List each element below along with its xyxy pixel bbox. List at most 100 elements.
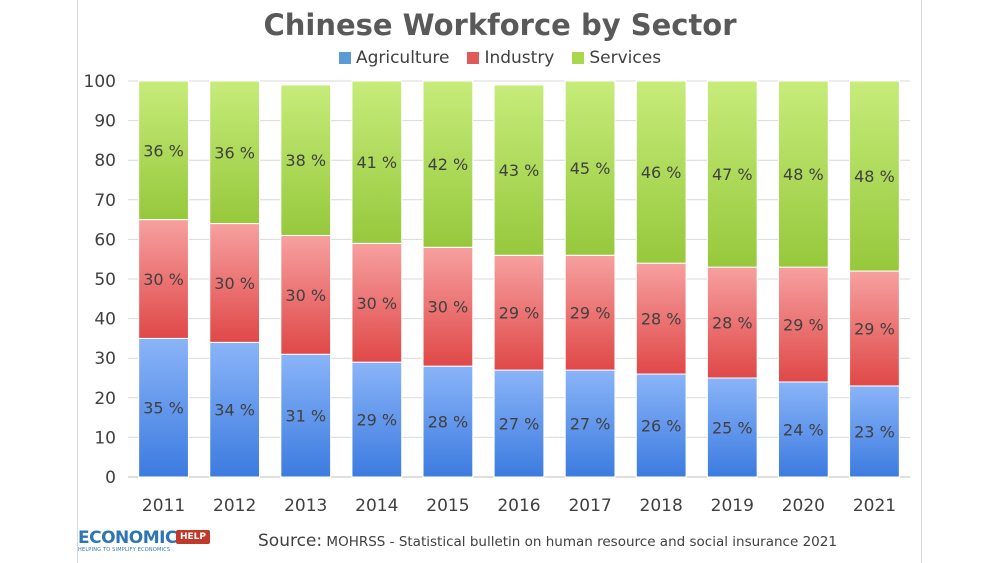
x-tick-label: 2017 <box>568 496 611 516</box>
bar-segment <box>138 80 189 221</box>
y-tick-label: 40 <box>94 310 116 330</box>
data-label: 48 % <box>854 167 895 186</box>
legend-label-industry: Industry <box>484 48 555 68</box>
x-tick-label: 2015 <box>426 496 469 516</box>
bar-segment <box>351 80 403 244</box>
chart-footer: ECONOMICS HELP HELPING TO SIMPLIFY ECONO… <box>78 528 918 556</box>
y-tick-label: 80 <box>94 151 116 171</box>
data-label: 45 % <box>570 159 611 178</box>
x-tick-label: 2012 <box>213 496 256 516</box>
y-tick-label: 60 <box>94 230 116 250</box>
legend-item-services: Services <box>572 48 661 68</box>
data-label: 30 % <box>143 270 184 289</box>
bar-segment <box>280 234 332 355</box>
data-label: 29 % <box>854 320 895 339</box>
data-label: 28 % <box>712 314 753 333</box>
bar-segment <box>777 381 829 478</box>
chart-legend: Agriculture Industry Services <box>0 48 1000 68</box>
data-label: 47 % <box>712 165 753 184</box>
data-label: 30 % <box>356 294 397 313</box>
bar-segment <box>422 365 474 478</box>
bar-segment <box>777 80 829 268</box>
data-label: 29 % <box>783 316 824 335</box>
x-tick-label: 2020 <box>782 496 825 516</box>
data-label: 34 % <box>214 401 255 420</box>
bar-segment <box>138 337 189 478</box>
data-label: 23 % <box>854 422 895 441</box>
data-label: 30 % <box>285 286 326 305</box>
bar-segment <box>564 369 616 478</box>
chart-frame <box>77 0 922 563</box>
source-text: MOHRSS - Statistical bulletin on human r… <box>326 534 837 550</box>
data-label: 29 % <box>570 304 611 323</box>
bar-segment <box>422 246 474 367</box>
logo-text: ECONOMICS <box>78 528 190 548</box>
chart-title: Chinese Workforce by Sector <box>263 8 737 42</box>
bar-segment <box>849 385 900 478</box>
y-tick-label: 70 <box>94 191 116 211</box>
bar-segment <box>493 254 545 371</box>
data-label: 42 % <box>428 155 469 174</box>
bar-segment <box>280 353 332 478</box>
bar-segment <box>564 254 616 371</box>
bar-segment <box>564 80 616 256</box>
x-tick-label: 2019 <box>711 496 754 516</box>
data-label: 27 % <box>570 415 611 434</box>
data-label: 36 % <box>143 141 184 160</box>
bar-segment <box>351 242 403 363</box>
y-tick-label: 20 <box>94 389 116 409</box>
legend-swatch-services <box>572 52 585 64</box>
data-label: 41 % <box>356 153 397 172</box>
bar-segment <box>635 262 687 375</box>
data-label: 25 % <box>712 419 753 438</box>
bar-segment <box>138 219 189 339</box>
bar-segment <box>209 80 261 225</box>
x-tick-label: 2011 <box>142 496 185 516</box>
y-tick-label: 10 <box>94 428 116 448</box>
logo-tagline: HELPING TO SIMPLIFY ECONOMICS <box>78 547 171 553</box>
logo-help-badge: HELP <box>176 530 211 544</box>
data-label: 28 % <box>428 413 469 432</box>
x-tick-label: 2021 <box>853 496 896 516</box>
data-label: 31 % <box>285 407 326 426</box>
data-label: 24 % <box>783 420 824 439</box>
y-tick-label: 0 <box>105 468 116 488</box>
data-label: 48 % <box>783 165 824 184</box>
x-tick-label: 2018 <box>640 496 683 516</box>
x-tick-label: 2013 <box>284 496 327 516</box>
bar-segment <box>706 80 758 268</box>
data-label: 28 % <box>641 310 682 329</box>
bar-segment <box>351 361 403 478</box>
data-label: 46 % <box>641 163 682 182</box>
data-label: 35 % <box>143 399 184 418</box>
bar-segment <box>493 84 545 256</box>
source-label: Source: <box>258 531 323 551</box>
bar-segment <box>209 341 261 478</box>
legend-label-services: Services <box>589 48 662 68</box>
source-note: Source: MOHRSS - Statistical bulletin on… <box>258 531 837 551</box>
legend-item-agriculture: Agriculture <box>338 48 450 68</box>
x-tick-label: 2016 <box>497 496 540 516</box>
data-label: 36 % <box>214 143 255 162</box>
bar-segment <box>280 84 332 236</box>
economics-help-logo: ECONOMICS HELP HELPING TO SIMPLIFY ECONO… <box>78 528 228 554</box>
legend-item-industry: Industry <box>467 48 554 68</box>
y-tick-label: 90 <box>94 112 116 132</box>
bar-segment <box>635 373 687 478</box>
bar-segment <box>706 377 758 478</box>
data-label: 29 % <box>356 411 397 430</box>
y-tick-label: 100 <box>84 72 116 92</box>
bar-segment <box>849 270 900 387</box>
data-label: 30 % <box>428 298 469 317</box>
legend-swatch-industry <box>467 52 480 64</box>
bar-segment <box>493 369 545 478</box>
legend-swatch-agriculture <box>338 52 351 64</box>
bar-segment <box>777 266 829 383</box>
x-tick-label: 2014 <box>355 496 398 516</box>
legend-label-agriculture: Agriculture <box>355 48 450 68</box>
y-tick-label: 50 <box>94 270 116 290</box>
bar-segment <box>422 80 474 248</box>
bar-segment <box>635 80 687 264</box>
